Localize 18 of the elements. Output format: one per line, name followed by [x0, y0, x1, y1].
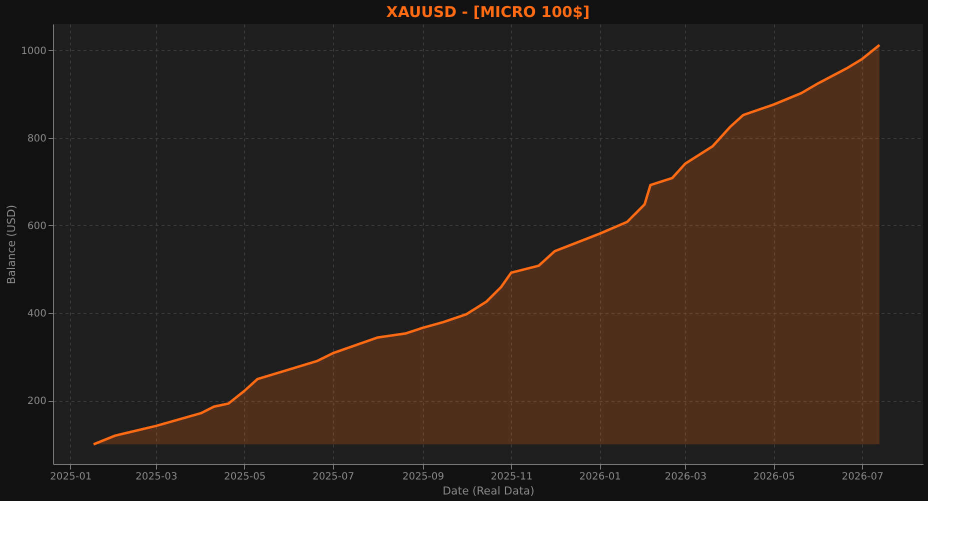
chart-title: XAUUSD - [MICRO 100$]: [386, 3, 590, 21]
x-tick-label: 2025-09: [402, 472, 444, 482]
x-tick-label: 2026-01: [579, 472, 622, 482]
x-tick-label: 2025-05: [224, 472, 266, 482]
x-tick-label: 2026-07: [842, 472, 884, 482]
x-tick-label: 2025-11: [490, 472, 533, 482]
y-tick-label: 1000: [21, 46, 46, 57]
y-tick-label: 600: [27, 220, 46, 232]
y-tick-label: 200: [27, 396, 46, 408]
y-axis-title: Balance (USD): [5, 204, 18, 284]
y-tick-label: 800: [27, 133, 46, 144]
x-tick-label: 2025-01: [50, 472, 92, 482]
x-axis-title: Date (Real Data): [442, 484, 534, 498]
x-tick-label: 2025-07: [312, 472, 354, 482]
y-tick-label: 400: [27, 308, 46, 320]
x-tick-label: 2026-03: [664, 472, 707, 482]
x-tick-label: 2025-03: [136, 472, 178, 482]
x-tick-label: 2026-05: [753, 472, 796, 482]
